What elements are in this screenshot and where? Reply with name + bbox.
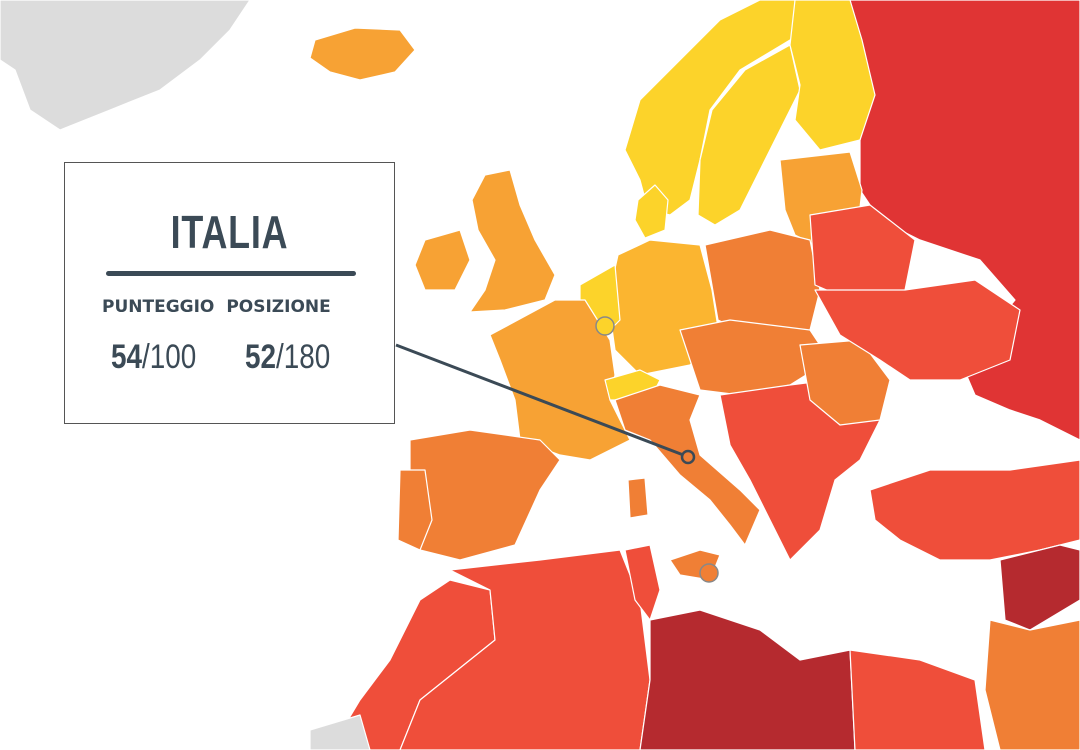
luxembourg-marker[interactable]: [595, 316, 615, 336]
score-value: 54/100: [111, 338, 196, 377]
italy-marker[interactable]: [680, 449, 696, 465]
region-ukraine[interactable]: [814, 279, 1021, 381]
region-denmark[interactable]: [634, 184, 669, 239]
region-italy[interactable]: [614, 384, 761, 546]
region-portugal[interactable]: [397, 469, 433, 551]
score-label: PUNTEGGIO: [102, 297, 215, 317]
region-uk[interactable]: [469, 169, 556, 313]
stat-labels: PUNTEGGIO POSIZIONE: [102, 297, 337, 317]
region-iceland[interactable]: [309, 27, 416, 81]
title-divider: [106, 271, 356, 276]
region-ireland[interactable]: [414, 229, 471, 291]
region-tunisia[interactable]: [624, 544, 661, 621]
region-sweden[interactable]: [697, 44, 801, 226]
rank-value: 52/180: [245, 338, 330, 377]
region-libya[interactable]: [639, 609, 856, 750]
region-greenland[interactable]: [0, 0, 251, 131]
country-name: ITALIA: [170, 206, 289, 258]
region-middle-east[interactable]: [984, 619, 1080, 750]
rank-max: /180: [276, 338, 331, 376]
region-egypt[interactable]: [849, 649, 986, 750]
region-turkey[interactable]: [869, 459, 1080, 561]
country-info-box: ITALIA PUNTEGGIO POSIZIONE 54/100 52/180: [64, 162, 395, 424]
score-max: /100: [142, 338, 197, 376]
region-finland[interactable]: [789, 0, 876, 151]
region-western-sahara[interactable]: [309, 714, 371, 750]
rank-label: POSIZIONE: [226, 297, 331, 317]
score: 54: [111, 338, 143, 376]
malta-marker[interactable]: [699, 563, 719, 583]
rank: 52: [245, 338, 277, 376]
region-sardinia[interactable]: [627, 477, 649, 519]
leader-line: [395, 343, 687, 458]
region-syria[interactable]: [999, 544, 1080, 631]
region-algeria[interactable]: [399, 549, 651, 750]
